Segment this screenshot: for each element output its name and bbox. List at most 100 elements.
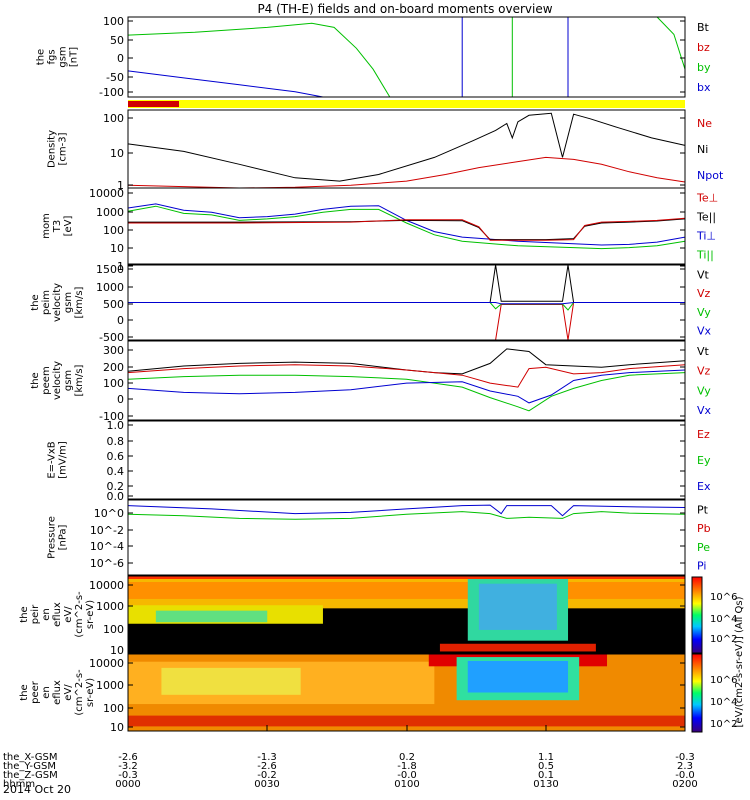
legend-entry: Pb (697, 522, 711, 535)
x-tick-label: -0.0 (675, 770, 695, 781)
y-axis-label: [km/s] (74, 286, 85, 318)
y-tick-label: 10000 (89, 579, 124, 592)
y-axis-label: the (19, 606, 30, 622)
legend-entry: Ey (697, 454, 711, 467)
panel-frame (127, 109, 686, 189)
colorbar-tick: 10^2 (710, 719, 737, 730)
spectrogram-band (467, 660, 569, 693)
y-axis-label: peer (30, 680, 41, 704)
y-tick-label: 10^-4 (90, 540, 124, 553)
y-axis-label: [mV/m] (58, 441, 69, 479)
y-tick-label: 10^-6 (90, 557, 124, 570)
series-line-Vy (127, 372, 686, 412)
panel-frame (127, 575, 686, 654)
y-tick-label: 1.0 (107, 419, 125, 432)
x-tick-label: 2.3 (677, 761, 693, 772)
panel-density: 100 10 1 Density [cm-3] Ne Ni Npot (47, 109, 724, 192)
x-tick-label: -0.2 (257, 770, 277, 781)
y-axis-label: E=-VxB (47, 441, 58, 478)
legend-entry: Npot (697, 169, 724, 182)
colorbar-tick: 10^2 (710, 634, 737, 645)
colorbar-tick: 10^6 (710, 592, 737, 603)
series-line-Ti⊥ (127, 203, 686, 246)
panel-frame (127, 187, 686, 265)
y-axis-label: gsm (63, 370, 74, 391)
legend-entry: Vz (697, 287, 711, 300)
status-bar-red (128, 101, 179, 107)
legend-entry: Vt (697, 345, 710, 358)
y-axis-label: sr-eV) (85, 678, 96, 707)
y-axis-label: [km/s] (74, 364, 85, 396)
y-tick-label: 300 (103, 344, 124, 357)
y-axis-label: fgs (47, 49, 58, 64)
panel-frame (127, 16, 686, 98)
y-tick-label: 0.2 (107, 480, 125, 493)
y-axis-label: en (41, 608, 52, 621)
panel-frame (127, 420, 686, 500)
legend-entry: Pe (697, 541, 710, 554)
x-tick-label: -2.6 (118, 752, 138, 763)
legend-entry: Vy (697, 384, 711, 397)
y-tick-label: 0.8 (107, 435, 125, 448)
series-line-Vz (127, 364, 686, 388)
panel-temp: 10000 1000 100 10 1 mom T3 [eV] Te⊥ Te|| Ti⊥ Ti|| (41, 187, 718, 273)
y-tick-label: -50 (106, 71, 124, 84)
spectrogram-band (478, 583, 557, 630)
y-tick-label: 1000 (96, 206, 124, 219)
spectrogram-band (439, 643, 596, 652)
y-axis-label: eV/ (63, 606, 74, 623)
y-axis-label: peim (41, 290, 52, 315)
x-tick-label: -1.8 (397, 761, 417, 772)
y-tick-label: 0.4 (107, 465, 125, 478)
y-tick-label: 10000 (89, 657, 124, 670)
series-line-by (127, 22, 391, 98)
y-axis-label: T3 (52, 220, 63, 233)
figure-title: P4 (TH-E) fields and on-board moments ov… (257, 2, 552, 16)
y-tick-label: 100 (103, 224, 124, 237)
y-axis-label: sr-eV) (85, 600, 96, 629)
panel-frame (127, 264, 686, 341)
y-tick-label: 0 (117, 52, 124, 65)
x-axis-row-label: the_Y-GSM (3, 761, 56, 772)
x-tick-label: -0.0 (397, 770, 417, 781)
y-tick-label: 0 (117, 393, 124, 406)
series-line-by (656, 16, 686, 70)
panel-peem: 300 200 100 0 -100 the peem velocity gsm [km/s] Vt… (30, 340, 712, 423)
series-line-Ti|| (127, 205, 686, 250)
y-axis-label: eV/ (63, 684, 74, 701)
panel-frame (127, 499, 686, 576)
y-tick-label: 500 (103, 298, 124, 311)
y-axis-label: velocity (52, 361, 63, 400)
y-axis-label: peir (30, 604, 41, 624)
x-tick-label: 0.5 (538, 761, 554, 772)
legend-entry: Ez (697, 428, 710, 441)
spectrogram-band (128, 715, 685, 727)
y-axis-label: Density (47, 130, 58, 168)
x-tick-label: 0.2 (399, 752, 415, 763)
colorbar-label: [eV/(cm2-s-sr-eV)] (All Qs) (734, 596, 745, 727)
legend-entry: Ni (697, 143, 708, 156)
y-tick-label: -100 (99, 410, 124, 423)
x-tick-label: 0130 (533, 779, 558, 790)
legend-entry: bz (697, 41, 710, 54)
legend-entry: Ti⊥ (696, 230, 716, 243)
colorbar-tick: 10^4 (710, 697, 737, 708)
series-line-Ne (127, 156, 686, 189)
colorbar: 10^6 10^4 10^2 10^6 10^4 10^2 [eV/(cm2-s… (691, 576, 745, 733)
y-axis-label: (cm^2-s- (74, 591, 85, 638)
series-line-Vx (127, 369, 686, 404)
series-line-Vx (128, 302, 685, 305)
legend-entry: Vx (697, 404, 712, 417)
colorbar-upper (691, 576, 703, 654)
series-line-Vt (127, 348, 686, 375)
x-tick-label: 0100 (394, 779, 419, 790)
x-axis-row-label: hhmm (3, 779, 35, 790)
legend-entry: bx (697, 81, 711, 94)
y-axis-label: the (19, 684, 30, 700)
x-axis-labels: the_X-GSMthe_Y-GSMthe_Z-GSMhhmm-2.6-3.2-… (3, 725, 698, 790)
spectrogram-band (155, 610, 268, 623)
panel-peim: 1500 1000 500 0 -500 the peim velocity gsm [km/s]… (30, 263, 712, 344)
y-axis-label: [nT] (69, 47, 80, 67)
y-tick-label: 1000 (96, 281, 124, 294)
y-tick-label: 10000 (89, 187, 124, 200)
